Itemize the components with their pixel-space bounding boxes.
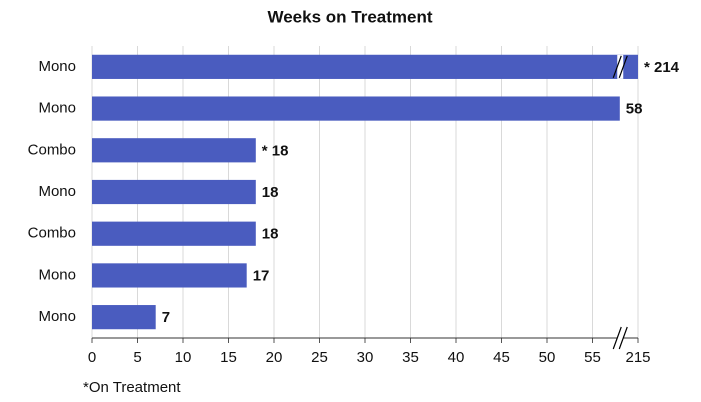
y-tick-label: Mono: [38, 100, 76, 117]
axis-break-gap: [617, 326, 624, 350]
x-tick-label: 40: [448, 349, 465, 366]
bar: [92, 305, 156, 330]
axis-break-mark: [612, 326, 622, 350]
bar: [92, 179, 256, 205]
x-tick-label: 30: [357, 349, 374, 366]
value-label: 17: [253, 267, 270, 284]
bar: [92, 138, 256, 163]
x-tick-label: 10: [175, 349, 192, 366]
value-label: * 214: [644, 59, 680, 76]
y-tick-label: Combo: [28, 141, 76, 158]
value-label: 7: [162, 309, 170, 326]
axis-break-gap: [617, 54, 624, 79]
y-tick-label: Combo: [28, 225, 76, 242]
x-tick-label: 20: [266, 349, 283, 366]
bar: [92, 263, 247, 288]
x-tick-label: 15: [220, 349, 237, 366]
chart-title: Weeks on Treatment: [267, 7, 432, 26]
bar: [92, 96, 620, 121]
value-label: 58: [626, 101, 643, 118]
x-tick-label: 45: [493, 349, 510, 366]
y-tick-label: Mono: [38, 266, 76, 283]
footnote: *On Treatment: [83, 379, 181, 396]
x-tick-label: 50: [539, 349, 556, 366]
axis-break-mark: [618, 326, 628, 350]
y-tick-label: Mono: [38, 308, 76, 325]
value-label: 18: [262, 226, 279, 243]
y-tick-label: Mono: [38, 183, 76, 200]
x-tick-label: 5: [133, 349, 141, 366]
bar: [92, 54, 638, 79]
x-tick-label: 55: [584, 349, 601, 366]
axis-break-mark: [612, 55, 622, 79]
axis-break-mark: [618, 55, 628, 79]
x-tick-label: 35: [402, 349, 419, 366]
x-tick-label: 25: [311, 349, 328, 366]
value-label: * 18: [262, 142, 289, 159]
bar: [92, 221, 256, 246]
value-label: 18: [262, 184, 279, 201]
x-tick-label: 0: [88, 349, 96, 366]
x-tick-label: 215: [625, 349, 650, 366]
y-tick-label: Mono: [38, 58, 76, 75]
